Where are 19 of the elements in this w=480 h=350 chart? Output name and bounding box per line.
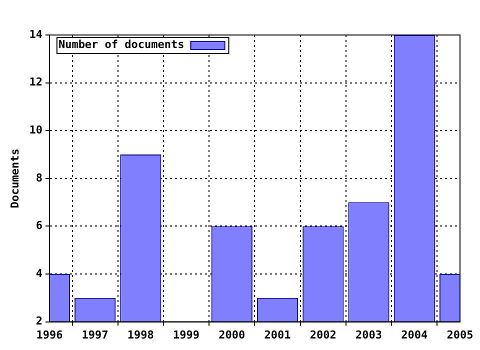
y-axis-title: Documents: [8, 148, 22, 208]
y-tick-label: 6: [36, 219, 43, 232]
x-tick-label: 2000: [218, 328, 246, 342]
y-tick-label: 14: [29, 28, 43, 41]
x-tick-label: 2003: [356, 328, 382, 342]
x-tick-label: 1997: [82, 328, 108, 342]
x-tick-label: 1996: [36, 328, 64, 342]
x-tick-label: 2002: [310, 328, 336, 342]
x-tick-label: 2004: [401, 328, 428, 342]
y-tick-label: 8: [36, 171, 42, 184]
y-tick-label: 4: [36, 266, 43, 280]
y-tick-label: 2: [36, 314, 42, 328]
x-tick-label: 1998: [127, 328, 154, 342]
y-tick-label: 12: [29, 76, 42, 89]
y-tick-label: 10: [29, 123, 42, 136]
legend-label: Number of documents: [58, 38, 184, 51]
x-tick-label: 2001: [264, 328, 292, 342]
x-tick-label: 2005: [446, 328, 474, 342]
x-tick-label: 1999: [173, 328, 200, 342]
